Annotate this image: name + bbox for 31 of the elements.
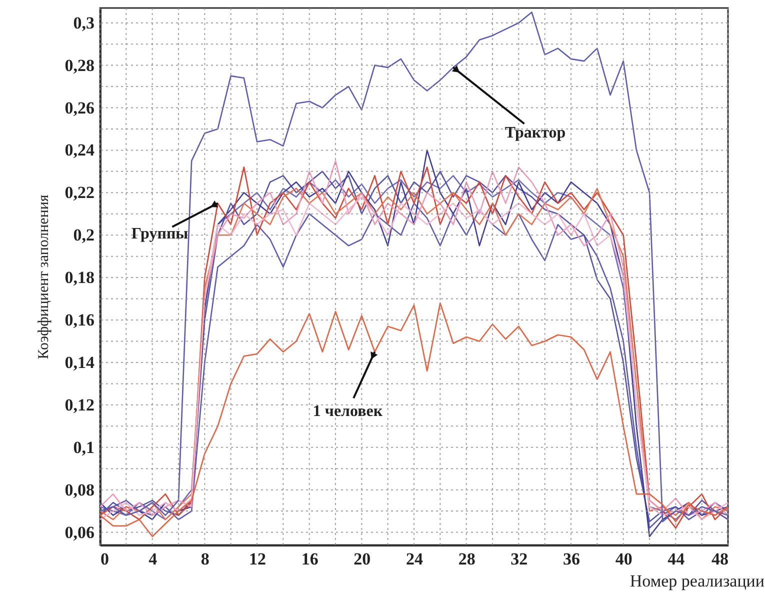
x-tick-label: 8 [200, 550, 210, 568]
y-tick-label: 0,1 [73, 438, 94, 457]
y-tick-label: 0,12 [64, 395, 94, 414]
y-tick-label: 0,3 [73, 13, 94, 32]
x-tick-label: 12 [249, 550, 266, 568]
annotation: Трактор [504, 124, 566, 142]
y-tick-label: 0,08 [64, 480, 94, 500]
y-tick-label: 0,18 [64, 268, 94, 288]
x-tick-label: 40 [615, 550, 632, 568]
x-tick-label: 32 [510, 550, 528, 568]
y-tick-label: 0,16 [64, 310, 94, 330]
y-tick-label: 0,22 [64, 183, 94, 202]
y-tick-label: 0,14 [64, 352, 95, 372]
y-tick-label: 0,24 [64, 140, 95, 160]
x-tick-label: 20 [354, 550, 371, 568]
annotation: 1 человек [312, 402, 384, 420]
annotation: Группы [131, 225, 189, 242]
x-tick-label: 48 [712, 550, 728, 568]
x-tick-label: 16 [301, 550, 318, 568]
y-tick-label: 0,2 [73, 226, 94, 245]
x-tick-label: 28 [458, 550, 476, 568]
x-axis-title: Номер реализации [630, 572, 764, 590]
y-tick-label: 0,28 [64, 56, 94, 75]
y-tick-label: 0,06 [64, 522, 94, 542]
x-tick-label: 36 [563, 550, 580, 568]
x-tick-label: 0 [100, 550, 109, 568]
x-tick-label: 24 [406, 550, 424, 568]
y-tick-label: 0,26 [64, 98, 94, 118]
x-tick-label: 4 [148, 550, 158, 568]
y-axis-title: Коэффициент заполнения [36, 194, 52, 360]
x-tick-label: 44 [668, 550, 686, 568]
